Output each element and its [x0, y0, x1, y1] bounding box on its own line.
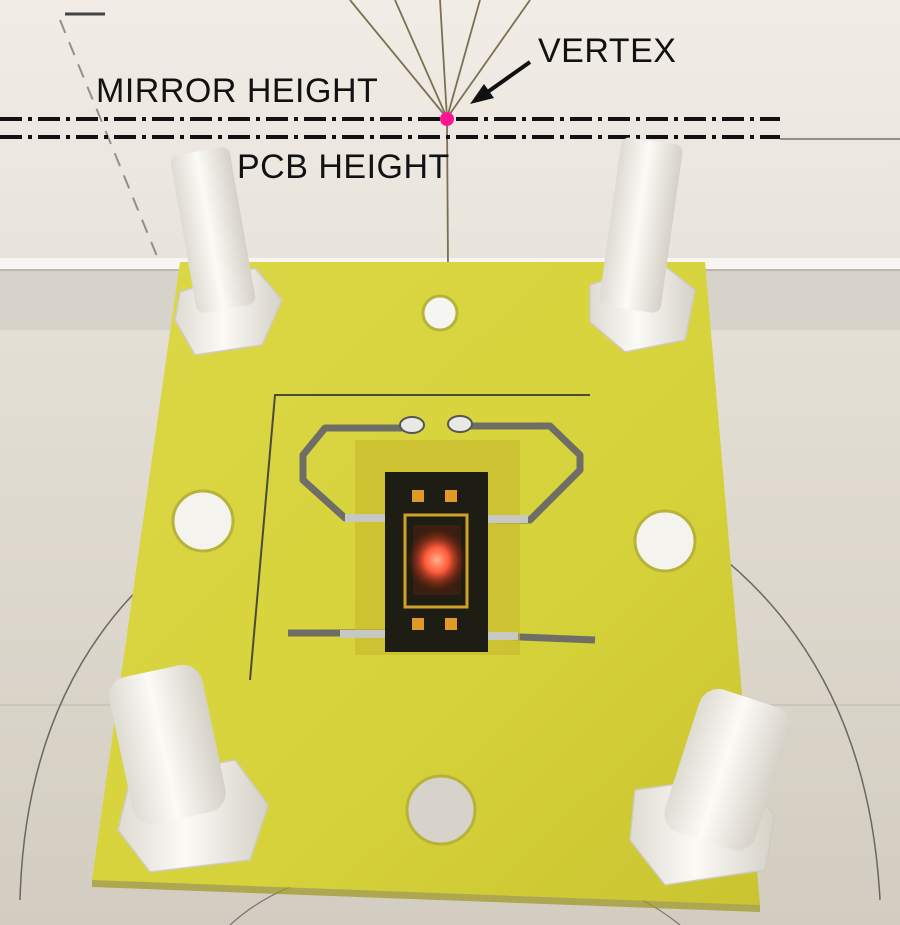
- chip-pad: [445, 490, 457, 502]
- chip-pad: [445, 618, 457, 630]
- vertex-label: VERTEX: [538, 32, 677, 70]
- pcb-edge-shadow: [92, 880, 760, 912]
- pcb-hole-right: [633, 509, 697, 573]
- pcb-silkscreen: [249, 394, 590, 681]
- mirror-height-label: MIRROR HEIGHT: [96, 72, 379, 110]
- solder-blob: [399, 416, 425, 434]
- wall-dashed-line: [59, 19, 176, 301]
- vertex-arrow-icon: [470, 60, 532, 104]
- vertex-dot: [440, 112, 454, 126]
- chip-pad: [412, 618, 424, 630]
- chip-lead: [340, 630, 385, 638]
- chip-lead: [488, 515, 528, 523]
- chip-pad: [412, 490, 424, 502]
- solder-blob: [447, 415, 473, 433]
- standoff-top-left: [170, 147, 283, 356]
- fan-lines: [349, 0, 531, 266]
- pcb-hole-top: [421, 294, 459, 332]
- chip-lead: [345, 514, 385, 522]
- chip-lead: [488, 632, 518, 640]
- standoff-bottom-left: [109, 664, 269, 873]
- laser-glow: [407, 528, 467, 592]
- chip-die-frame: [403, 513, 469, 609]
- standoff-top-right: [589, 137, 696, 353]
- pcb-height-label: PCB HEIGHT: [237, 148, 450, 186]
- standoff-bottom-right: [629, 689, 791, 886]
- pcb-hole-left: [171, 489, 235, 553]
- pcb-hole-bottom: [405, 774, 477, 846]
